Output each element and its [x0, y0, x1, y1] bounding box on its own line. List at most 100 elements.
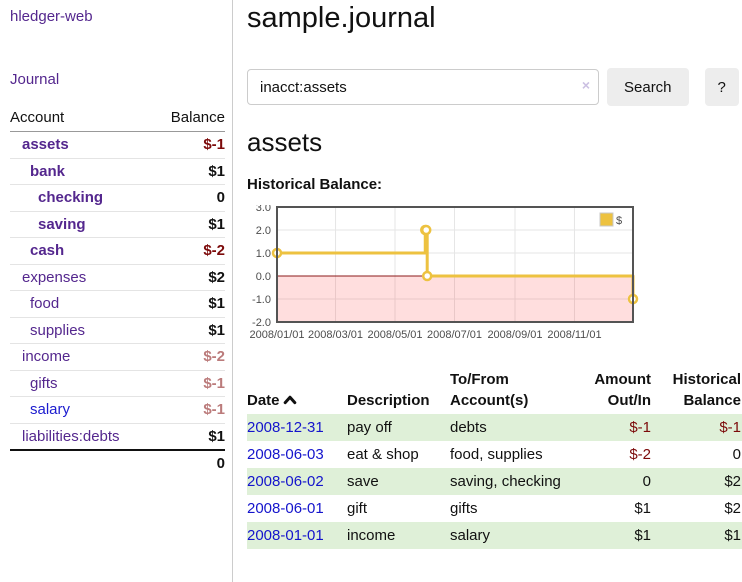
svg-text:-2.0: -2.0 — [252, 317, 271, 329]
account-row: gifts $-1 — [10, 369, 225, 397]
transaction-accounts: food, supplies — [450, 446, 543, 464]
svg-text:2008/07/01: 2008/07/01 — [427, 329, 482, 341]
transaction-description: income — [347, 522, 450, 550]
svg-text:2008/01/01: 2008/01/01 — [249, 329, 304, 341]
transaction-description: eat & shop — [347, 446, 419, 464]
register-row: 2008-06-03 eat & shop food, supplies $-2 0 — [247, 441, 742, 468]
transaction-date-link[interactable]: 2008-12-31 — [247, 419, 324, 437]
account-link-liabilities-debts[interactable]: liabilities:debts — [22, 427, 120, 445]
account-heading: assets — [247, 127, 323, 158]
balance-chart: 3.0 2.0 1.0 0.0 -1.0 -2.0 2008/01/01 2008/03/01… — [247, 202, 639, 347]
chart-title: Historical Balance: — [247, 176, 383, 194]
account-row: food $1 — [10, 290, 225, 317]
accounts-header-account: Account — [10, 107, 154, 132]
account-link-salary[interactable]: salary — [30, 401, 71, 418]
account-row: assets $-1 — [10, 132, 225, 159]
svg-text:0.0: 0.0 — [256, 271, 271, 283]
register-row: 2008-12-31 pay off debts $-1 $-1 — [247, 414, 742, 442]
account-balance: $-1 — [153, 396, 225, 423]
account-row: cash $-2 — [10, 237, 225, 264]
transaction-balance: $2 — [654, 468, 742, 496]
account-balance: $-1 — [153, 369, 225, 397]
account-balance: 0 — [153, 184, 225, 211]
svg-text:2008/03/01: 2008/03/01 — [308, 329, 363, 341]
transaction-date-link[interactable]: 2008-06-02 — [247, 473, 324, 491]
account-link-cash[interactable]: cash — [30, 242, 65, 259]
transaction-date-link[interactable]: 2008-06-03 — [247, 446, 324, 464]
account-row: saving $1 — [10, 210, 225, 238]
account-row: expenses $2 — [10, 263, 225, 291]
data-point — [420, 224, 432, 236]
transaction-balance: $1 — [654, 522, 742, 550]
svg-text:2008/05/01: 2008/05/01 — [367, 329, 422, 341]
account-link-gifts[interactable]: gifts — [30, 374, 58, 392]
account-row: bank $1 — [10, 157, 225, 185]
clear-search-icon[interactable]: × — [581, 77, 590, 94]
page-title: sample.journal — [247, 2, 436, 34]
register-table: Date Description To/From Account(s) Amount … — [247, 367, 742, 550]
search-input[interactable] — [247, 69, 599, 106]
account-balance: $1 — [153, 210, 225, 238]
register-header-historical-balance: Historical Balance — [672, 371, 741, 410]
sort-ascending-icon — [283, 395, 296, 405]
data-point — [421, 270, 433, 282]
transaction-accounts: saving, checking — [450, 468, 572, 496]
accounts-total-balance: 0 — [153, 449, 225, 477]
app-title-link[interactable]: hledger-web — [10, 8, 93, 25]
register-header-to-from-account-s: To/From Account(s) — [450, 371, 529, 410]
svg-text:2.0: 2.0 — [256, 225, 271, 237]
transaction-amount: $1 — [572, 522, 654, 550]
account-link-saving[interactable]: saving — [38, 215, 86, 233]
register-header-description: Description — [347, 392, 430, 410]
account-balance: $1 — [153, 290, 225, 317]
account-link-bank[interactable]: bank — [30, 162, 66, 180]
search-form: × Search ? — [247, 68, 742, 107]
transaction-accounts: salary — [450, 522, 572, 550]
account-balance: $-2 — [153, 237, 225, 264]
accounts-total-row: 0 — [10, 449, 225, 477]
account-link-income[interactable]: income — [22, 348, 71, 365]
search-button[interactable]: Search — [607, 68, 689, 107]
transaction-description: pay off — [347, 414, 450, 442]
transaction-amount: $-2 — [629, 446, 651, 464]
transaction-description: save — [347, 468, 450, 496]
account-row: checking 0 — [10, 184, 225, 211]
account-row: supplies $1 — [10, 316, 225, 344]
transaction-description: gift — [347, 500, 368, 518]
account-balance: $1 — [153, 422, 225, 450]
transaction-amount: $1 — [634, 500, 651, 518]
legend-label: $ — [616, 215, 622, 227]
account-row: income $-2 — [10, 343, 225, 370]
account-balance: $-2 — [153, 343, 225, 370]
transaction-accounts: gifts — [450, 500, 478, 518]
account-balance: $1 — [153, 157, 225, 185]
account-link-checking[interactable]: checking — [38, 189, 104, 206]
sidebar-item-journal[interactable]: Journal — [10, 71, 60, 88]
transaction-date-link[interactable]: 2008-06-01 — [247, 500, 324, 518]
account-link-assets[interactable]: assets — [22, 136, 69, 153]
svg-text:2008/09/01: 2008/09/01 — [487, 329, 542, 341]
accounts-table: Account Balance assets $-1 bank $1 checking 0… — [10, 107, 225, 477]
account-link-supplies[interactable]: supplies — [30, 321, 86, 339]
transaction-amount: $-1 — [572, 414, 654, 442]
register-header-date[interactable]: Date — [247, 367, 347, 414]
account-row: salary $-1 — [10, 396, 225, 423]
transaction-balance: 0 — [732, 446, 741, 464]
account-link-food[interactable]: food — [30, 295, 60, 312]
account-link-expenses[interactable]: expenses — [22, 268, 87, 286]
transaction-accounts: debts — [450, 414, 572, 442]
sidebar: hledger-web Journal Account Balance asse… — [0, 0, 233, 582]
transaction-balance: $2 — [724, 500, 741, 518]
register-row: 2008-06-01 gift gifts $1 $2 — [247, 495, 742, 522]
account-balance: $1 — [153, 316, 225, 344]
account-balance: $-1 — [203, 136, 225, 153]
account-row: liabilities:debts $1 — [10, 422, 225, 450]
help-button[interactable]: ? — [704, 68, 739, 107]
svg-text:2008/11/01: 2008/11/01 — [547, 329, 601, 341]
register-header-amount-out-in: Amount Out/In — [594, 371, 651, 410]
accounts-header-balance: Balance — [153, 107, 225, 132]
register-row: 2008-01-01 income salary $1 $1 — [247, 522, 742, 550]
transaction-amount: 0 — [572, 468, 654, 496]
transaction-date-link[interactable]: 2008-01-01 — [247, 527, 324, 545]
register-row: 2008-06-02 save saving, checking 0 $2 — [247, 468, 742, 496]
